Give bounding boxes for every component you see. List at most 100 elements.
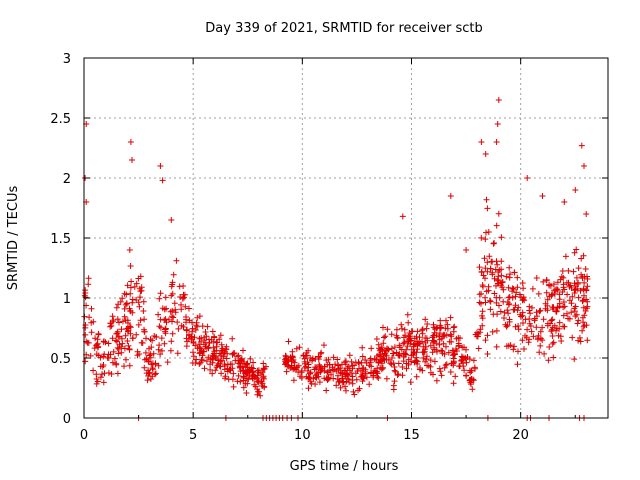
data-point bbox=[146, 369, 153, 376]
data-point bbox=[536, 349, 543, 356]
data-point bbox=[105, 340, 112, 347]
data-point bbox=[240, 373, 247, 380]
data-point bbox=[345, 363, 352, 370]
data-point bbox=[533, 275, 540, 281]
data-point bbox=[460, 363, 467, 370]
data-point bbox=[501, 309, 508, 316]
data-point bbox=[240, 347, 246, 354]
data-point bbox=[575, 294, 582, 301]
data-point bbox=[515, 323, 522, 329]
data-point bbox=[204, 323, 211, 330]
data-point bbox=[360, 375, 367, 382]
data-point bbox=[148, 344, 155, 351]
data-point bbox=[116, 319, 122, 326]
data-point bbox=[398, 346, 405, 353]
data-point bbox=[125, 342, 132, 349]
data-point bbox=[209, 328, 216, 335]
data-point bbox=[405, 356, 412, 363]
data-point bbox=[430, 321, 437, 328]
data-point bbox=[500, 298, 507, 305]
data-point bbox=[390, 382, 397, 389]
data-point bbox=[553, 308, 560, 315]
data-point bbox=[123, 291, 130, 298]
y-tick-label: 2 bbox=[63, 172, 71, 187]
data-point bbox=[255, 369, 262, 376]
data-point bbox=[137, 294, 143, 301]
data-point bbox=[87, 352, 94, 359]
data-point bbox=[423, 325, 430, 332]
data-point bbox=[121, 363, 127, 370]
data-point bbox=[443, 332, 450, 339]
data-point bbox=[481, 255, 488, 262]
x-tick-label: 10 bbox=[294, 428, 311, 443]
data-point bbox=[115, 350, 122, 357]
data-point bbox=[325, 374, 332, 381]
data-point bbox=[164, 359, 171, 366]
data-point bbox=[486, 297, 493, 304]
data-point bbox=[524, 175, 531, 181]
data-point bbox=[489, 328, 496, 335]
data-point bbox=[284, 361, 290, 368]
data-point bbox=[515, 348, 521, 355]
data-point bbox=[404, 311, 411, 318]
data-point bbox=[458, 353, 465, 360]
data-point bbox=[436, 336, 443, 343]
data-point bbox=[544, 296, 551, 303]
data-point bbox=[134, 348, 141, 355]
data-point bbox=[425, 362, 432, 369]
data-point bbox=[528, 328, 535, 335]
data-point bbox=[450, 324, 457, 331]
data-point bbox=[548, 317, 555, 324]
data-point bbox=[577, 287, 584, 294]
data-point bbox=[492, 266, 499, 273]
data-point bbox=[193, 356, 200, 363]
data-point bbox=[559, 268, 566, 274]
data-point bbox=[493, 343, 500, 350]
data-point bbox=[243, 362, 250, 368]
data-point bbox=[355, 387, 361, 394]
data-point bbox=[436, 330, 443, 337]
x-tick-labels: 0 5 10 15 20 bbox=[80, 428, 529, 443]
y-tick-label: 0 bbox=[63, 412, 71, 427]
data-point bbox=[546, 344, 553, 350]
data-point bbox=[308, 380, 315, 387]
chart-title: Day 339 of 2021, SRMTID for receiver sct… bbox=[205, 21, 482, 36]
data-point bbox=[583, 287, 590, 294]
data-point bbox=[109, 313, 116, 320]
data-point bbox=[563, 279, 570, 286]
data-point bbox=[408, 328, 415, 335]
data-point bbox=[215, 357, 222, 364]
data-point bbox=[476, 264, 483, 271]
data-point bbox=[88, 319, 95, 326]
data-point bbox=[186, 317, 193, 324]
data-point bbox=[503, 343, 510, 350]
data-point bbox=[349, 373, 356, 380]
data-point bbox=[382, 333, 389, 340]
data-point bbox=[405, 319, 412, 326]
data-point bbox=[393, 349, 400, 356]
data-point bbox=[283, 368, 290, 375]
data-point bbox=[457, 335, 463, 342]
data-point bbox=[398, 321, 405, 328]
data-point bbox=[452, 373, 459, 380]
data-point bbox=[127, 284, 134, 291]
data-point bbox=[159, 177, 166, 184]
data-point bbox=[498, 258, 505, 265]
data-point bbox=[482, 236, 489, 243]
data-point bbox=[499, 278, 506, 285]
data-point bbox=[113, 330, 120, 337]
data-point bbox=[201, 337, 208, 344]
data-point bbox=[388, 331, 395, 338]
data-point bbox=[410, 352, 416, 359]
data-point bbox=[551, 322, 558, 329]
data-point bbox=[112, 337, 119, 344]
data-point bbox=[243, 390, 250, 396]
data-point bbox=[113, 361, 120, 368]
data-point bbox=[127, 308, 134, 315]
data-point bbox=[235, 372, 242, 379]
data-point bbox=[482, 337, 489, 344]
data-point bbox=[190, 353, 197, 360]
data-point bbox=[148, 361, 155, 368]
data-point bbox=[377, 364, 384, 371]
